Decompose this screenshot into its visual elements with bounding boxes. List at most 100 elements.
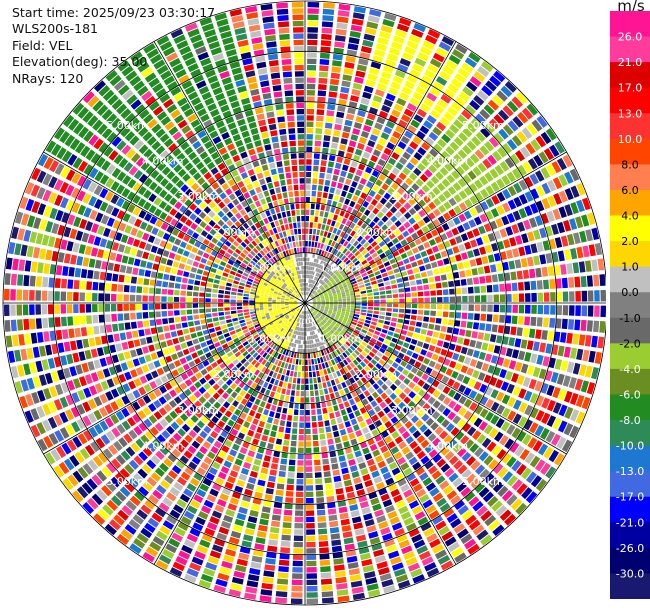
gate xyxy=(276,2,288,9)
gate xyxy=(378,425,386,433)
gate xyxy=(355,70,366,78)
gate-near xyxy=(319,279,323,284)
gate xyxy=(557,345,565,357)
gate xyxy=(427,433,437,442)
gate xyxy=(12,258,19,271)
gate xyxy=(363,262,370,269)
gate xyxy=(41,359,50,371)
gate xyxy=(335,576,347,584)
gate xyxy=(343,257,349,263)
gate xyxy=(158,200,168,210)
gate xyxy=(350,418,358,426)
gate xyxy=(332,214,339,221)
gate xyxy=(283,515,292,522)
gate xyxy=(282,522,292,529)
gate xyxy=(460,278,467,286)
gate xyxy=(47,290,54,301)
gate xyxy=(96,104,109,116)
gate xyxy=(489,334,497,343)
gate xyxy=(94,259,102,269)
gate xyxy=(154,467,165,478)
gate xyxy=(105,430,116,442)
gate xyxy=(416,108,427,118)
gate xyxy=(247,337,254,343)
gate xyxy=(270,430,277,438)
gate xyxy=(336,583,348,590)
gate xyxy=(175,443,185,453)
gate xyxy=(471,430,482,441)
gate-near xyxy=(323,277,327,282)
gate xyxy=(274,495,283,503)
gate xyxy=(270,168,277,176)
gate xyxy=(137,320,144,328)
gate xyxy=(135,366,144,376)
gate xyxy=(136,295,142,302)
gate xyxy=(377,211,384,219)
gate xyxy=(454,320,461,327)
gate xyxy=(244,5,258,14)
gate xyxy=(450,78,463,89)
gate xyxy=(159,41,173,52)
gate xyxy=(82,502,95,515)
gate xyxy=(580,319,587,332)
gate xyxy=(402,192,411,201)
gate xyxy=(204,265,211,272)
gate xyxy=(136,312,143,320)
gate xyxy=(366,485,376,494)
gate xyxy=(454,345,462,353)
gate xyxy=(325,489,334,496)
gate xyxy=(308,365,312,372)
gate xyxy=(423,120,433,130)
gate xyxy=(344,178,352,186)
gate xyxy=(499,509,512,522)
gate-near xyxy=(309,293,313,297)
gate xyxy=(16,289,23,301)
gate xyxy=(123,284,130,293)
gate xyxy=(219,261,227,267)
gate xyxy=(549,317,556,328)
gate xyxy=(282,251,287,257)
gate xyxy=(93,359,101,369)
gate xyxy=(370,61,382,70)
gate xyxy=(399,334,406,341)
gate xyxy=(343,125,352,133)
gate xyxy=(386,358,394,365)
gate xyxy=(333,357,339,364)
gate xyxy=(145,546,159,557)
gate xyxy=(308,247,311,253)
gate xyxy=(67,279,74,289)
gate xyxy=(202,440,212,450)
gate xyxy=(477,372,486,382)
gate xyxy=(274,345,280,351)
gate xyxy=(372,314,379,319)
gate xyxy=(394,472,404,482)
gate xyxy=(53,179,64,191)
gate xyxy=(535,267,542,278)
gate xyxy=(148,494,160,505)
gate xyxy=(368,370,375,377)
gate xyxy=(365,417,373,426)
gate xyxy=(199,483,210,492)
gate xyxy=(165,355,173,363)
gate xyxy=(230,414,238,422)
gate xyxy=(203,171,212,180)
gate xyxy=(318,178,324,185)
gate xyxy=(226,351,234,358)
gate xyxy=(272,372,278,379)
gate xyxy=(110,401,119,411)
gate-near xyxy=(312,290,316,294)
gate xyxy=(228,536,240,545)
gate xyxy=(403,355,411,362)
gate xyxy=(470,118,482,129)
gate xyxy=(450,518,462,529)
gate xyxy=(397,339,404,346)
gate xyxy=(530,188,540,200)
gate xyxy=(322,458,330,465)
gate xyxy=(448,319,455,326)
gate xyxy=(410,286,417,292)
gate xyxy=(152,82,164,93)
gate xyxy=(82,111,94,123)
gate xyxy=(331,463,339,470)
gate xyxy=(478,421,488,431)
gate xyxy=(142,346,149,354)
